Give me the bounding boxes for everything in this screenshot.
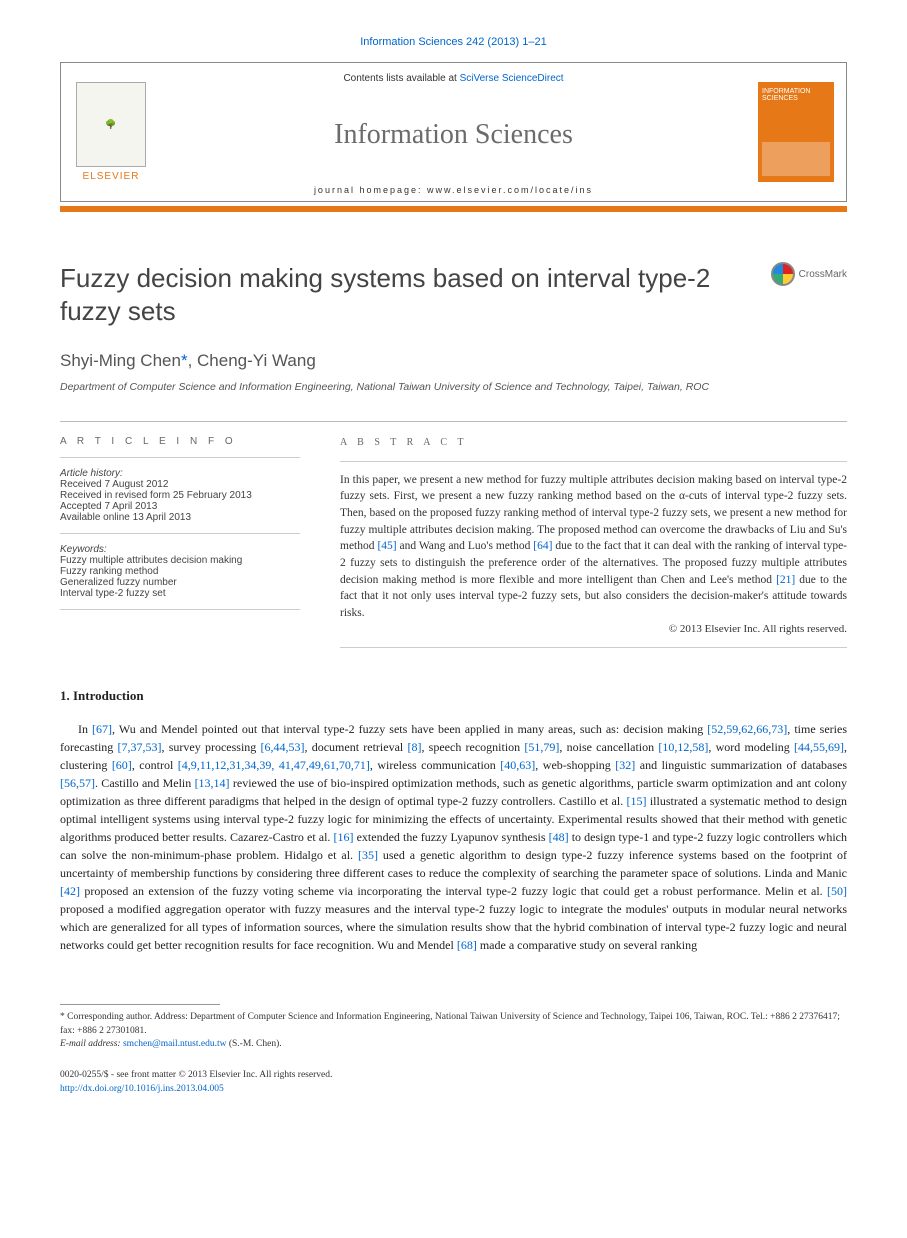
copyright-line: © 2013 Elsevier Inc. All rights reserved… <box>340 622 847 638</box>
citation-link[interactable]: [13,14] <box>195 776 230 790</box>
introduction-paragraph: In [67], Wu and Mendel pointed out that … <box>60 720 847 954</box>
keyword: Generalized fuzzy number <box>60 577 300 588</box>
author-2: Cheng-Yi Wang <box>197 351 316 370</box>
citation-link[interactable]: [40,63] <box>500 758 535 772</box>
email-label: E-mail address: <box>60 1039 123 1049</box>
crossmark-label: CrossMark <box>799 269 847 280</box>
citation-link[interactable]: [7,37,53] <box>118 740 162 754</box>
issn-copyright: 0020-0255/$ - see front matter © 2013 El… <box>60 1069 847 1082</box>
keywords-label: Keywords: <box>60 544 300 555</box>
citation-link[interactable]: [48] <box>549 830 569 844</box>
footer-block: 0020-0255/$ - see front matter © 2013 El… <box>60 1069 847 1096</box>
corresponding-mark[interactable]: * <box>181 351 188 370</box>
footnote-separator <box>60 1004 220 1005</box>
citation-link[interactable]: [44,55,69] <box>794 740 844 754</box>
accepted-date: Accepted 7 April 2013 <box>60 501 300 512</box>
crossmark-badge[interactable]: CrossMark <box>771 262 847 286</box>
article-info-column: A R T I C L E I N F O Article history: R… <box>60 436 300 648</box>
section-heading-introduction: 1. Introduction <box>60 688 847 704</box>
page: Information Sciences 242 (2013) 1–21 🌳 E… <box>0 0 907 1146</box>
citation-link[interactable]: [10,12,58] <box>658 740 708 754</box>
journal-header: 🌳 ELSEVIER Contents lists available at S… <box>60 62 847 202</box>
revised-date: Received in revised form 25 February 201… <box>60 490 300 501</box>
abstract-heading: A B S T R A C T <box>340 436 847 451</box>
publisher-logo-block: 🌳 ELSEVIER <box>61 63 161 201</box>
contents-available-line: Contents lists available at SciVerse Sci… <box>343 73 563 84</box>
cover-label: INFORMATION SCIENCES <box>762 88 830 102</box>
accent-bar <box>60 206 847 212</box>
keyword: Fuzzy multiple attributes decision makin… <box>60 555 300 566</box>
citation-link[interactable]: [64] <box>533 540 552 552</box>
citation-link[interactable]: [35] <box>358 848 378 862</box>
citation-link[interactable]: [67] <box>92 722 112 736</box>
citation-link[interactable]: [4,9,11,12,31,34,39, 41,47,49,61,70,71] <box>178 758 370 772</box>
citation-link[interactable]: [16] <box>334 830 354 844</box>
abstract-text: In this paper, we present a new method f… <box>340 472 847 622</box>
article-title: Fuzzy decision making systems based on i… <box>60 262 771 327</box>
citation-link[interactable]: [60] <box>112 758 132 772</box>
history-label: Article history: <box>60 468 300 479</box>
elsevier-tree-icon: 🌳 <box>76 82 146 167</box>
citation-link[interactable]: [21] <box>776 574 795 586</box>
citation-link[interactable]: [32] <box>615 758 635 772</box>
citation-link[interactable]: [45] <box>377 540 396 552</box>
online-date: Available online 13 April 2013 <box>60 512 300 523</box>
citation-link[interactable]: [15] <box>627 794 647 808</box>
citation-link[interactable]: [68] <box>457 938 477 952</box>
journal-homepage-url[interactable]: www.elsevier.com/locate/ins <box>427 185 593 195</box>
abstract-column: A B S T R A C T In this paper, we presen… <box>340 436 847 648</box>
citation-link[interactable]: [42] <box>60 884 80 898</box>
article-info-heading: A R T I C L E I N F O <box>60 436 300 447</box>
affiliation: Department of Computer Science and Infor… <box>60 381 847 393</box>
corresponding-author-footnote: * Corresponding author. Address: Departm… <box>60 1011 847 1051</box>
sciencedirect-link[interactable]: SciVerse ScienceDirect <box>460 73 564 84</box>
crossmark-icon <box>771 262 795 286</box>
doi-link[interactable]: http://dx.doi.org/10.1016/j.ins.2013.04.… <box>60 1084 224 1094</box>
journal-reference[interactable]: Information Sciences 242 (2013) 1–21 <box>60 36 847 48</box>
header-center: Contents lists available at SciVerse Sci… <box>161 63 746 201</box>
authors-line: Shyi-Ming Chen*, Cheng-Yi Wang <box>60 351 847 371</box>
article-meta-row: A R T I C L E I N F O Article history: R… <box>60 436 847 648</box>
citation-link[interactable]: [8] <box>407 740 421 754</box>
citation-link[interactable]: [51,79] <box>524 740 559 754</box>
author-email-link[interactable]: smchen@mail.ntust.edu.tw <box>123 1039 226 1049</box>
author-1[interactable]: Shyi-Ming Chen <box>60 351 181 370</box>
keyword: Fuzzy ranking method <box>60 566 300 577</box>
corr-author-text: * Corresponding author. Address: Departm… <box>60 1011 847 1038</box>
citation-link[interactable]: [50] <box>827 884 847 898</box>
citation-link[interactable]: [6,44,53] <box>261 740 305 754</box>
publisher-name: ELSEVIER <box>83 171 140 182</box>
email-suffix: (S.-M. Chen). <box>226 1039 281 1049</box>
journal-cover-thumb[interactable]: INFORMATION SCIENCES <box>746 63 846 201</box>
keyword: Interval type-2 fuzzy set <box>60 588 300 599</box>
section-divider <box>60 421 847 422</box>
received-date: Received 7 August 2012 <box>60 479 300 490</box>
journal-homepage-line: journal homepage: www.elsevier.com/locat… <box>314 185 593 195</box>
citation-link[interactable]: [52,59,62,66,73] <box>707 722 787 736</box>
citation-link[interactable]: [56,57] <box>60 776 95 790</box>
journal-title: Information Sciences <box>334 119 573 151</box>
